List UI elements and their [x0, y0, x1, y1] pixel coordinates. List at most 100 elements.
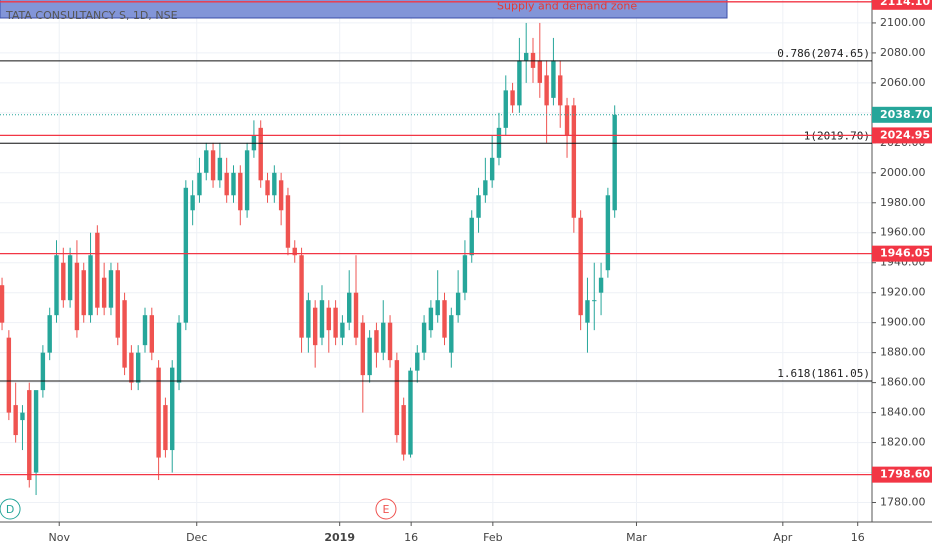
candle-body — [156, 367, 161, 458]
candle-body — [47, 315, 52, 353]
candle-body — [74, 262, 80, 331]
candle-body — [306, 300, 311, 338]
candle-body — [292, 247, 297, 256]
candle-body — [312, 307, 318, 346]
candle-body — [135, 352, 141, 383]
last-price-label: 2038.70 — [880, 108, 930, 121]
supply-zone — [0, 0, 728, 19]
candle-body — [129, 352, 134, 383]
candle-body — [88, 255, 93, 316]
candle-body — [476, 195, 481, 218]
chart-title: TATA CONSULTANCY S, 1D, NSE — [5, 9, 178, 22]
candle-body — [224, 172, 229, 196]
candle-body — [176, 322, 182, 383]
candle-body — [598, 277, 604, 293]
candle-body — [510, 90, 515, 106]
candle-body — [605, 195, 611, 271]
event-marker — [0, 498, 21, 520]
level-tag — [872, 245, 932, 262]
candle-body — [6, 337, 12, 413]
event-marker — [375, 498, 397, 520]
candle-body — [551, 60, 556, 98]
candle-body — [319, 300, 325, 338]
candle-body — [210, 150, 216, 181]
x-tick-label: Mar — [626, 531, 647, 544]
candle-body — [27, 390, 32, 481]
y-tick-label: 1900.00 — [880, 316, 926, 329]
candle-body — [408, 370, 413, 455]
candle-body — [326, 307, 331, 331]
candle-body — [108, 270, 114, 308]
candle-body — [40, 352, 46, 391]
candle-body — [469, 217, 474, 256]
candle-body — [394, 360, 400, 436]
candle-body — [517, 60, 522, 106]
candle-body — [374, 330, 379, 353]
y-tick-label: 1920.00 — [880, 286, 926, 299]
candle-body — [401, 405, 406, 455]
candle-body — [585, 300, 590, 323]
candle-body — [61, 262, 66, 301]
y-tick-label: 2000.00 — [880, 166, 926, 179]
event-label: D — [6, 503, 14, 516]
candle-body — [489, 157, 495, 181]
candle-body — [462, 255, 468, 293]
candle-body — [244, 150, 250, 211]
candle-body — [340, 322, 345, 338]
y-tick-label: 2100.00 — [880, 16, 926, 29]
candle-body — [149, 315, 155, 353]
x-tick-label: Nov — [48, 531, 70, 544]
x-tick-label: Apr — [773, 531, 793, 544]
last-price-tag — [872, 106, 932, 123]
candle-body — [20, 412, 25, 421]
y-tick-label: 1980.00 — [880, 196, 926, 209]
zone-label: Supply and demand zone — [497, 0, 637, 12]
level-label: 1798.60 — [880, 468, 930, 481]
candle-body — [387, 322, 393, 361]
candle-body — [272, 172, 277, 196]
candle-body — [564, 105, 570, 136]
candle-body — [170, 367, 175, 451]
candle-body — [81, 270, 86, 316]
candle-body — [592, 300, 597, 302]
candle-body — [544, 75, 549, 106]
candle-body — [265, 180, 270, 196]
candle-body — [381, 322, 386, 353]
level-tag — [872, 0, 932, 10]
candle-body — [558, 75, 563, 106]
candle-body — [231, 172, 236, 196]
candle-body — [238, 172, 243, 211]
candle-body — [353, 292, 359, 338]
candle-body — [442, 300, 447, 338]
y-tick-label: 1960.00 — [880, 226, 926, 239]
y-tick-label: 1820.00 — [880, 436, 926, 449]
candle-body — [258, 127, 263, 181]
candle-body — [142, 315, 148, 346]
fib-label: 0.786(2074.65) — [777, 47, 870, 60]
candle-body — [299, 255, 304, 338]
candle-body — [95, 232, 100, 308]
candle-body — [190, 195, 195, 211]
candle-body — [571, 105, 577, 218]
candle-body — [183, 187, 189, 323]
candle-body — [415, 352, 420, 371]
candle-body — [347, 292, 352, 323]
level-tag — [872, 127, 932, 144]
candle-body — [0, 285, 5, 323]
candle-body — [163, 405, 168, 451]
fib-label: 1.618(1861.05) — [777, 367, 870, 380]
y-tick-label: 1780.00 — [880, 496, 926, 509]
event-label: E — [382, 503, 389, 516]
candle-body — [455, 292, 461, 316]
candle-body — [483, 180, 488, 196]
candle-body — [101, 277, 107, 308]
candle-body — [360, 322, 366, 376]
candle-body — [333, 307, 338, 338]
level-label: 1946.05 — [880, 247, 930, 260]
candle-body — [530, 52, 536, 68]
y-tick-label: 1880.00 — [880, 346, 926, 359]
candle-body — [503, 90, 508, 128]
candle-body — [435, 300, 440, 316]
level-tag — [872, 466, 932, 483]
